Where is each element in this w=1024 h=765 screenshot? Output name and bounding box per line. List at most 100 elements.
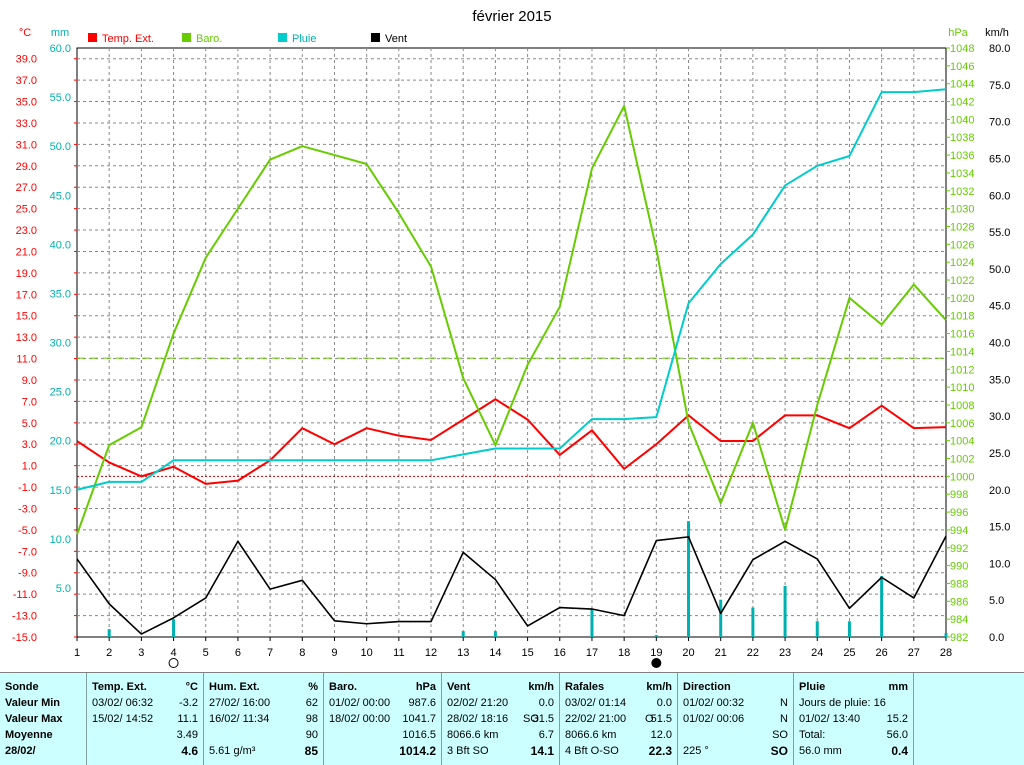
baro-tick-label: 1032 bbox=[950, 186, 974, 198]
rafales-max-dir: O bbox=[645, 713, 654, 725]
temp-tick-label: -7.0 bbox=[18, 546, 37, 558]
x-tick-label: 16 bbox=[554, 647, 566, 659]
rafales-header: Rafales bbox=[565, 681, 605, 693]
rain-bar bbox=[493, 631, 497, 637]
baro-tick-label: 1014 bbox=[950, 346, 974, 358]
baro-tick-label: 992 bbox=[950, 543, 968, 555]
baro-tick-label: 1012 bbox=[950, 364, 974, 376]
rain-tick-label: 20.0 bbox=[50, 436, 71, 448]
temp-tick-label: 11.0 bbox=[16, 354, 37, 366]
wind-tick-label: 25.0 bbox=[989, 448, 1010, 460]
sonde-header: Sonde bbox=[5, 681, 39, 693]
x-tick-label: 18 bbox=[618, 647, 630, 659]
sonde-row-min: Valeur Min bbox=[5, 697, 61, 709]
wind-tick-label: 65.0 bbox=[989, 153, 1010, 165]
vent-max-date: 28/02/ 18:16 bbox=[447, 713, 509, 725]
temp-tick-label: 1.0 bbox=[22, 461, 37, 473]
baro-unit-label: hPa bbox=[948, 27, 968, 39]
x-tick-label: 14 bbox=[489, 647, 501, 659]
vent-unit: km/h bbox=[528, 681, 554, 693]
temp-tick-label: 13.0 bbox=[16, 332, 37, 344]
legend-swatch-baro bbox=[182, 33, 191, 42]
x-tick-label: 17 bbox=[586, 647, 598, 659]
rain-bars bbox=[107, 521, 948, 637]
temp-tick-label: -13.0 bbox=[12, 611, 37, 623]
rain-bar bbox=[687, 521, 691, 637]
direction-max-val: N bbox=[780, 713, 788, 725]
baro-tick-label: 988 bbox=[950, 578, 968, 590]
x-tick-label: 19 bbox=[650, 647, 662, 659]
x-tick-label: 9 bbox=[331, 647, 337, 659]
temp-current: 4.6 bbox=[181, 744, 198, 758]
legend-label-pluie: Pluie bbox=[292, 33, 316, 45]
legend-swatch-pluie bbox=[278, 33, 287, 42]
wind-tick-label: 0.0 bbox=[989, 632, 1004, 644]
baro-tick-label: 1042 bbox=[950, 97, 974, 109]
rain-bar bbox=[880, 576, 884, 637]
rain-tick-label: 40.0 bbox=[50, 239, 71, 251]
baro-tick-label: 1000 bbox=[950, 471, 974, 483]
temp-tick-label: -15.0 bbox=[12, 632, 37, 644]
pluie-total-val: 56.0 bbox=[886, 729, 908, 741]
hum-min-date: 27/02/ 16:00 bbox=[209, 697, 271, 709]
direction-min-val: N bbox=[780, 697, 788, 709]
series-line-rain bbox=[76, 88, 947, 491]
temp-tick-label: -5.0 bbox=[18, 525, 37, 537]
stats-col-pluie: Pluie mm Jours de pluie: 16 01/02/ 13:40 1… bbox=[794, 673, 914, 765]
legend-label-vent: Vent bbox=[385, 33, 407, 45]
temp-tick-label: 15.0 bbox=[16, 311, 37, 323]
temp-tick-label: -9.0 bbox=[18, 568, 37, 580]
wind-tick-label: 10.0 bbox=[989, 558, 1010, 570]
stats-col-temp: Temp. Ext. °C 03/02/ 06:32 -3.2 15/02/ 14:… bbox=[87, 673, 204, 765]
vent-min-date: 02/02/ 21:20 bbox=[447, 697, 509, 709]
x-tick-label: 1 bbox=[74, 647, 80, 659]
baro-tick-label: 1020 bbox=[950, 293, 974, 305]
x-tick-label: 8 bbox=[299, 647, 305, 659]
pluie-current-total: 56.0 mm bbox=[799, 745, 842, 757]
baro-tick-label: 1040 bbox=[950, 114, 974, 126]
baro-tick-label: 998 bbox=[950, 489, 968, 501]
x-tick-label: 5 bbox=[203, 647, 209, 659]
temp-tick-label: 35.0 bbox=[16, 97, 37, 109]
legend-swatch-vent bbox=[371, 33, 380, 42]
hum-max-val: 98 bbox=[305, 713, 318, 725]
baro-current: 1014.2 bbox=[399, 744, 436, 758]
baro-tick-label: 1010 bbox=[950, 382, 974, 394]
hum-unit: % bbox=[308, 681, 318, 693]
baro-tick-label: 1006 bbox=[950, 418, 974, 430]
rafales-avg: 12.0 bbox=[650, 729, 672, 741]
baro-tick-label: 1028 bbox=[950, 221, 974, 233]
temp-tick-label: 23.0 bbox=[16, 225, 37, 237]
rain-tick-label: 35.0 bbox=[50, 288, 71, 300]
x-tick-label: 3 bbox=[138, 647, 144, 659]
hum-avg: 90 bbox=[305, 729, 318, 741]
rain-tick-label: 15.0 bbox=[50, 485, 71, 497]
wind-tick-label: 80.0 bbox=[989, 43, 1010, 55]
sonde-row-max: Valeur Max bbox=[5, 713, 63, 725]
series-lines bbox=[76, 88, 947, 635]
rain-bar bbox=[590, 609, 594, 637]
rain-tick-label: 30.0 bbox=[50, 338, 71, 350]
pluie-days: Jours de pluie: 16 bbox=[799, 697, 886, 709]
hum-abs: 5.61 g/m³ bbox=[209, 745, 256, 757]
weather-chart: février 2015 °C mm hPa km/h Temp. Ext. B… bbox=[12, 8, 1011, 668]
rain-bar bbox=[461, 631, 465, 637]
baro-tick-label: 996 bbox=[950, 507, 968, 519]
legend: Temp. Ext. Baro. Pluie Vent bbox=[88, 33, 407, 45]
temp-unit-label: °C bbox=[19, 27, 31, 39]
temp-tick-label: 3.0 bbox=[22, 439, 37, 451]
vent-current: 14.1 bbox=[530, 744, 554, 758]
baro-tick-label: 1036 bbox=[950, 150, 974, 162]
axes: 1 2 3 4 5 6 7 8 9 10 11 12 13 14 15 16 17 18 19 20 21 22 23 24 2… bbox=[12, 43, 1011, 659]
wind-tick-label: 75.0 bbox=[989, 80, 1010, 92]
temp-tick-label: 17.0 bbox=[16, 289, 37, 301]
grid bbox=[76, 47, 947, 638]
temp-tick-label: 19.0 bbox=[16, 268, 37, 280]
baro-max-date: 18/02/ 00:00 bbox=[329, 713, 391, 725]
pluie-unit: mm bbox=[888, 681, 908, 693]
x-tick-label: 21 bbox=[715, 647, 727, 659]
temp-tick-label: 5.0 bbox=[22, 418, 37, 430]
temp-tick-label: 21.0 bbox=[16, 246, 37, 258]
baro-tick-label: 990 bbox=[950, 561, 968, 573]
baro-tick-label: 1046 bbox=[950, 61, 974, 73]
